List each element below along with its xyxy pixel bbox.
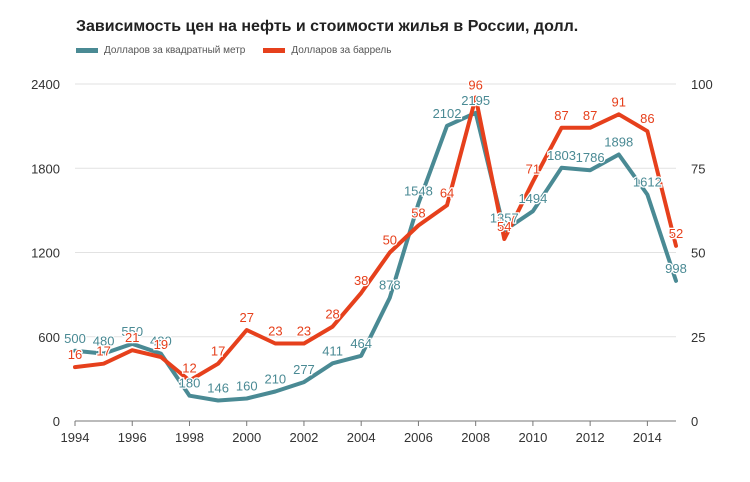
y-right-tick-label: 75 <box>691 161 705 176</box>
data-label-oil: 28 <box>325 307 339 322</box>
data-label-housing: 878 <box>379 278 401 293</box>
data-label-housing: 180 <box>179 376 201 391</box>
x-tick-label: 2014 <box>633 430 662 445</box>
x-tick-label: 1998 <box>175 430 204 445</box>
data-label-oil: 87 <box>554 108 568 123</box>
x-tick-label: 2004 <box>347 430 376 445</box>
data-label-housing: 500 <box>64 331 86 346</box>
data-label-oil: 52 <box>669 226 683 241</box>
data-label-housing: 1803 <box>547 148 576 163</box>
data-label-housing: 2195 <box>461 93 490 108</box>
data-label-housing: 1494 <box>518 191 547 206</box>
x-tick-label: 2010 <box>518 430 547 445</box>
data-label-housing: 1357 <box>490 210 519 225</box>
legend-swatch-oil <box>263 48 286 53</box>
data-label-oil: 21 <box>125 330 139 345</box>
data-label-housing: 411 <box>322 343 343 358</box>
y-left-tick-label: 1200 <box>31 246 60 261</box>
data-label-oil: 64 <box>440 185 454 200</box>
data-label-oil: 17 <box>211 344 225 359</box>
y-right-tick-label: 100 <box>691 77 713 92</box>
chart-title: Зависимость цен на нефть и стоимости жил… <box>76 18 579 35</box>
data-label-housing: 1612 <box>633 175 662 190</box>
y-left-tick-label: 600 <box>38 330 60 345</box>
data-label-oil: 23 <box>268 323 282 338</box>
legend-label-housing: Долларов за квадратный метр <box>104 45 246 56</box>
legend-item-housing: Долларов за квадратный метр <box>76 45 245 56</box>
data-label-oil: 23 <box>297 323 311 338</box>
data-label-housing: 998 <box>665 261 687 276</box>
data-label-oil: 91 <box>612 94 626 109</box>
legend-item-oil: Долларов за баррель <box>263 45 391 56</box>
series-line-housing <box>73 110 678 403</box>
x-tick-label: 2002 <box>289 430 318 445</box>
data-label-oil: 17 <box>96 344 110 359</box>
y-left-tick-label: 1800 <box>31 161 60 176</box>
legend-swatch-housing <box>76 48 98 53</box>
data-label-oil: 27 <box>239 310 253 325</box>
data-label-oil: 58 <box>411 206 425 221</box>
data-label-housing: 277 <box>293 362 315 377</box>
x-tick-label: 1996 <box>118 430 147 445</box>
data-label-oil: 19 <box>154 337 168 352</box>
data-label-housing: 160 <box>236 379 258 394</box>
data-label-housing: 480 <box>93 334 115 349</box>
data-label-housing: 550 <box>121 324 143 339</box>
data-label-oil: 54 <box>497 219 511 234</box>
series-line-oil <box>73 95 678 383</box>
x-tick-label: 2006 <box>404 430 433 445</box>
x-tick-label: 2000 <box>232 430 261 445</box>
data-label-oil: 38 <box>354 273 368 288</box>
data-label-housing: 210 <box>264 372 286 387</box>
x-tick-label: 2012 <box>576 430 605 445</box>
y-left-tick-label: 0 <box>53 414 60 429</box>
data-label-oil: 16 <box>68 347 82 362</box>
data-label-housing: 1786 <box>576 150 605 165</box>
y-right-tick-label: 50 <box>691 246 705 261</box>
y-left-tick-label: 2400 <box>31 77 60 92</box>
data-label-housing: 480 <box>150 334 172 349</box>
data-label-housing: 2102 <box>433 106 462 121</box>
data-label-oil: 12 <box>182 361 196 376</box>
chart-legend: Долларов за квадратный метр Долларов за … <box>76 45 409 56</box>
x-tick-label: 2008 <box>461 430 490 445</box>
data-label-housing: 1898 <box>604 134 633 149</box>
data-label-oil: 96 <box>468 77 482 92</box>
data-label-oil: 71 <box>526 162 540 177</box>
data-label-housing: 1548 <box>404 184 433 199</box>
data-label-housing: 464 <box>350 336 372 351</box>
x-tick-label: 1994 <box>61 430 90 445</box>
legend-label-oil: Долларов за баррель <box>291 45 392 56</box>
y-right-tick-label: 0 <box>691 414 698 429</box>
data-label-housing: 146 <box>207 380 229 395</box>
data-label-oil: 86 <box>640 111 654 126</box>
data-label-oil: 50 <box>383 233 397 248</box>
data-label-oil: 87 <box>583 108 597 123</box>
y-right-tick-label: 25 <box>691 330 705 345</box>
